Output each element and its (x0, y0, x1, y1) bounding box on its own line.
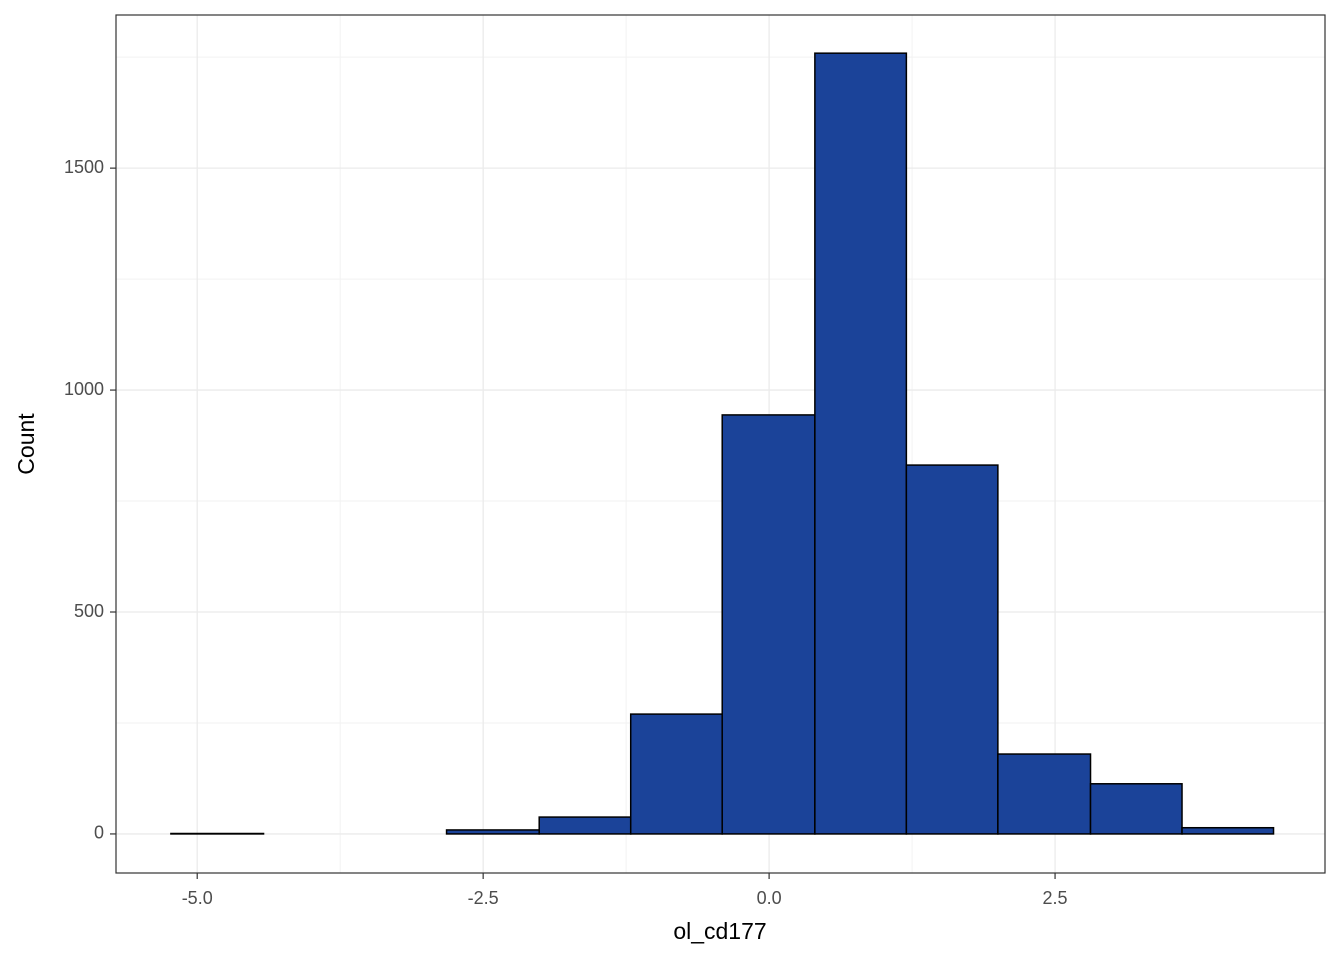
bar (905, 464, 999, 835)
bar (445, 829, 540, 835)
bar (721, 414, 816, 835)
y-tick-label: 1500 (64, 157, 104, 177)
x-tick-label: -5.0 (182, 888, 213, 908)
panel-border (115, 14, 1326, 874)
x-axis-title: ol_cd177 (673, 918, 766, 944)
bar (1089, 783, 1183, 835)
axes: -5.0 -2.5 0.0 2.5 0 500 1000 1500 (64, 157, 1068, 908)
y-axis-title: Count (13, 413, 39, 475)
bar (629, 713, 723, 835)
bar (814, 52, 908, 835)
bar (538, 816, 632, 835)
y-tick-label: 500 (74, 601, 104, 621)
x-tick-label: 0.0 (757, 888, 782, 908)
y-tick-label: 0 (94, 823, 104, 843)
bar (1181, 826, 1275, 835)
x-tick-label: 2.5 (1043, 888, 1068, 908)
x-tick-label: -2.5 (468, 888, 499, 908)
bars (170, 52, 1275, 835)
y-tick-label: 1000 (64, 379, 104, 399)
bar (997, 753, 1092, 835)
